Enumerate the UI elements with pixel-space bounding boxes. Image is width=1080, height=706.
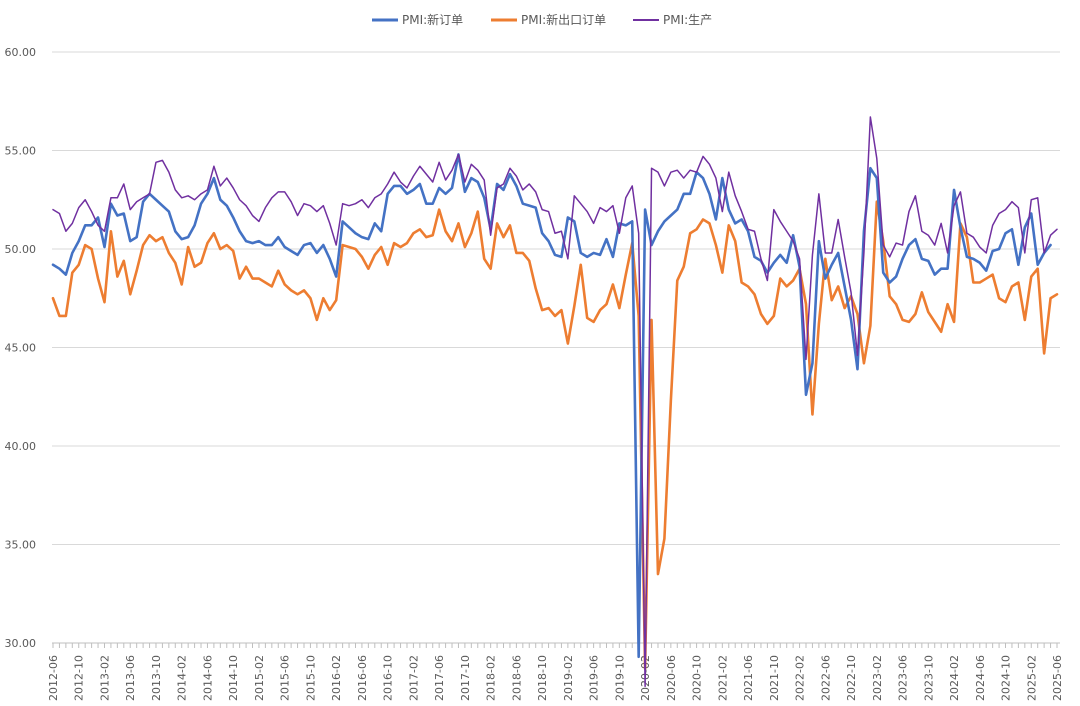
- y-tick-label: 40.00: [5, 440, 37, 453]
- y-tick-label: 45.00: [5, 342, 37, 355]
- x-tick-label: 2023-06: [897, 655, 910, 701]
- x-tick-label: 2022-06: [819, 655, 832, 701]
- x-tick-label: 2018-06: [510, 655, 523, 701]
- x-tick-label: 2019-02: [562, 655, 575, 701]
- y-tick-label: 35.00: [5, 539, 37, 552]
- x-tick-label: 2015-06: [279, 655, 292, 701]
- x-tick-label: 2014-06: [201, 655, 214, 701]
- x-tick-label: 2024-02: [948, 655, 961, 701]
- x-tick-label: 2025-02: [1025, 655, 1038, 701]
- series-lines: [51, 116, 1059, 688]
- x-tick-label: 2022-10: [845, 655, 858, 701]
- x-tick-label: 2014-02: [176, 655, 189, 701]
- x-tick-label: 2022-02: [794, 655, 807, 701]
- x-tick-label: 2013-02: [98, 655, 111, 701]
- x-tick-label: 2014-10: [227, 655, 240, 701]
- x-tick-label: 2024-06: [974, 655, 987, 701]
- x-tick-label: 2017-02: [407, 655, 420, 701]
- x-tick-label: 2012-10: [73, 655, 86, 701]
- legend-label: PMI:生产: [663, 13, 712, 27]
- legend-label: PMI:新出口订单: [521, 12, 606, 27]
- x-tick-label: 2023-10: [922, 655, 935, 701]
- x-tick-label: 2021-02: [716, 655, 729, 701]
- x-tick-label: 2018-02: [485, 655, 498, 701]
- x-tick-label: 2021-10: [768, 655, 781, 701]
- x-tick-label: 2023-02: [871, 655, 884, 701]
- x-tick-label: 2018-10: [536, 655, 549, 701]
- x-tick-label: 2020-10: [691, 655, 704, 701]
- x-tick-label: 2017-10: [459, 655, 472, 701]
- y-tick-label: 55.00: [5, 145, 37, 158]
- x-tick-label: 2021-06: [742, 655, 755, 701]
- series-line-0: [51, 153, 1052, 659]
- x-tick-label: 2013-06: [124, 655, 137, 701]
- x-tick-label: 2025-06: [1051, 655, 1064, 701]
- x-tick-label: 2024-10: [1000, 655, 1013, 701]
- x-tick-label: 2019-06: [588, 655, 601, 701]
- x-tick-label: 2016-10: [382, 655, 395, 701]
- x-tick-label: 2016-06: [356, 655, 369, 701]
- x-tick-label: 2012-06: [47, 655, 60, 701]
- x-axis: 2012-06 2012-10 2013-02 2013-06 2013-10 2014-…: [47, 642, 1064, 701]
- x-tick-label: 2013-10: [150, 655, 163, 701]
- x-tick-label: 2017-06: [433, 655, 446, 701]
- y-tick-label: 50.00: [5, 243, 37, 256]
- gridlines: [52, 51, 1060, 644]
- y-tick-label: 30.00: [5, 637, 37, 650]
- series-line-1: [51, 200, 1059, 670]
- legend-label: PMI:新订单: [402, 12, 463, 27]
- x-tick-label: 2016-02: [330, 655, 343, 701]
- x-tick-label: 2019-10: [613, 655, 626, 701]
- series-line-2: [52, 116, 1058, 688]
- y-axis: 30.00 35.00 40.00 45.00 50.00 55.00 60.00: [5, 46, 37, 650]
- x-tick-label: 2015-10: [304, 655, 317, 701]
- x-tick-label: 2020-06: [665, 655, 678, 701]
- y-tick-label: 60.00: [5, 46, 37, 59]
- legend: PMI:新订单 PMI:新出口订单 PMI:生产: [372, 12, 712, 27]
- x-tick-label: 2015-02: [253, 655, 266, 701]
